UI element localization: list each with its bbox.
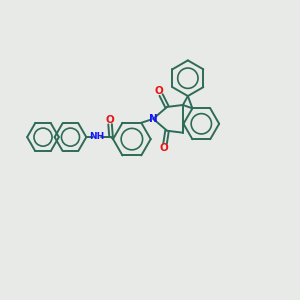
Text: O: O	[106, 115, 115, 125]
Text: O: O	[160, 142, 169, 153]
Text: N: N	[149, 114, 158, 124]
Text: O: O	[155, 86, 164, 96]
Text: NH: NH	[90, 132, 105, 141]
